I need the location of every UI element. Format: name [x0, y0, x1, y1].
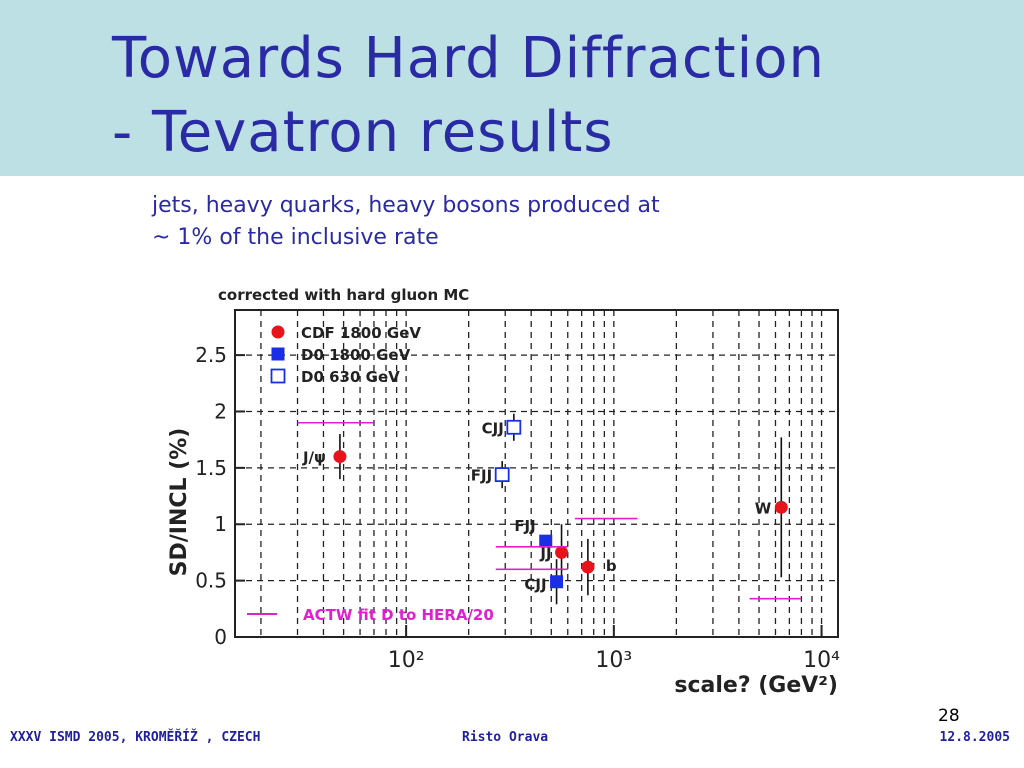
page-number: 28: [938, 706, 960, 726]
subtitle-line-2: ~ 1% of the inclusive rate: [152, 225, 439, 250]
legend: CDF 1800 GeV D0 1800 GeV D0 630 GeV ACTW fi…: [247, 324, 494, 624]
title-line-1: Towards Hard Diffraction: [112, 26, 825, 91]
x-tick-label: 10²: [388, 648, 425, 673]
y-axis-label: SD/INCL (%): [167, 428, 192, 577]
legend-label: D0 630 GeV: [301, 368, 400, 386]
title-band: [0, 0, 1024, 176]
y-tick-label: 0: [214, 625, 227, 649]
x-axis-ticks: 10² 10³ 10⁴: [388, 625, 840, 673]
data-point: [506, 419, 522, 435]
legend-label: CDF 1800 GeV: [301, 324, 421, 342]
data-point: [774, 500, 788, 514]
legend-label: ACTW fit D to HERA/20: [303, 606, 494, 624]
data-point: [333, 450, 347, 464]
data-point: [539, 534, 553, 548]
data-point-label: CJJ: [482, 419, 504, 437]
title-line-2: - Tevatron results: [112, 100, 614, 165]
y-axis-ticks: 0 0.5 1 1.5 2 2.5: [195, 343, 245, 649]
subtitle-line-1: jets, heavy quarks, heavy bosons produce…: [152, 193, 660, 218]
y-tick-label: 2.5: [195, 343, 227, 367]
data-point-label: FJJ: [471, 467, 492, 485]
x-tick-label: 10⁴: [803, 648, 840, 673]
diffraction-chart: corrected with hard gluon MC 0 0.5 1 1.5 2 2.…: [167, 286, 840, 698]
x-tick-label: 10³: [595, 648, 632, 673]
grid-lines: [235, 310, 838, 637]
slide-subtitle: jets, heavy quarks, heavy bosons produce…: [152, 190, 660, 254]
footer-date: 12.8.2005: [939, 730, 1010, 745]
y-tick-label: 1.5: [195, 456, 227, 480]
data-point: [555, 545, 569, 559]
plot-frame: [234, 309, 839, 638]
data-point-label: CJJ: [524, 576, 546, 594]
y-tick-label: 2: [214, 399, 227, 423]
y-tick-label: 0.5: [195, 569, 227, 593]
data-point-label: J/ψ: [302, 449, 326, 467]
legend-marker: [270, 368, 286, 384]
data-point-label: FJJ: [514, 517, 535, 535]
footer-conference: XXXV ISMD 2005, KROMĚŘÍŽ , CZECH: [10, 730, 261, 745]
data-point-label: JJ: [539, 544, 551, 562]
data-point-label: b: [606, 557, 617, 575]
legend-marker: [271, 347, 285, 361]
footer-author: Risto Orava: [462, 730, 549, 745]
x-axis-label: scale? (GeV²): [674, 673, 838, 698]
data-point-label: W: [755, 499, 772, 517]
slide-title: Towards Hard Diffraction - Tevatron resu…: [112, 22, 825, 170]
legend-label: D0 1800 GeV: [301, 346, 411, 364]
legend-marker: [271, 325, 285, 339]
chart-title: corrected with hard gluon MC: [218, 286, 469, 304]
data-point: [550, 575, 564, 589]
data-marks: J/ψ JJ b W FJJ CJJ CJJ FJJ: [297, 413, 802, 605]
data-point: [581, 560, 595, 574]
y-tick-label: 1: [214, 512, 227, 536]
data-point: [494, 467, 510, 483]
